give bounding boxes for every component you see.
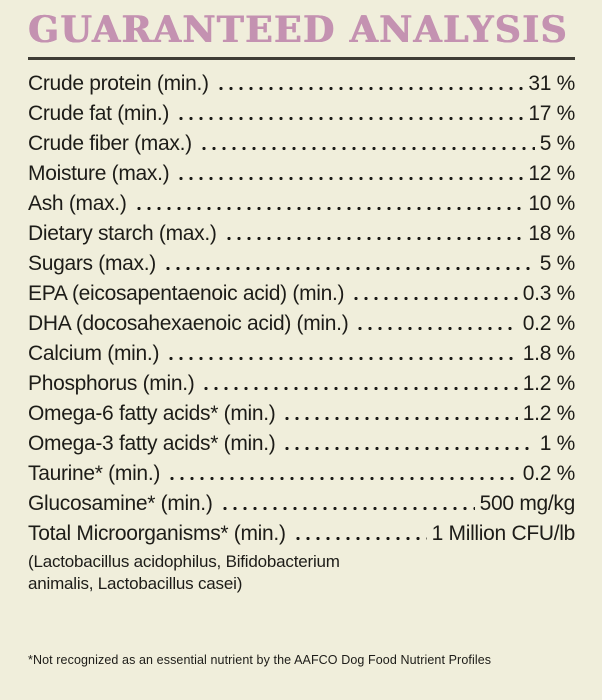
title-divider (28, 57, 575, 60)
dot-leader (176, 177, 524, 180)
section-title: GUARANTEED ANALYSIS (28, 9, 568, 51)
dot-leader (282, 417, 518, 420)
nutrient-value: 5 % (539, 132, 576, 155)
nutrient-value: 1.2 % (522, 402, 576, 425)
nutrient-label: Glucosamine* (min.) (28, 492, 213, 515)
dot-leader (201, 387, 518, 390)
table-row: Crude fat (min.) 17 % (28, 99, 575, 129)
dot-leader (176, 117, 524, 120)
table-row: Calcium (min.) 1.8 % (28, 339, 575, 369)
table-row: Total Microorganisms* (min.) 1 Million C… (28, 519, 575, 549)
nutrient-label: Crude fiber (max.) (28, 132, 192, 155)
table-row: Dietary starch (max.) 18 % (28, 219, 575, 249)
dot-leader (282, 447, 535, 450)
dot-leader (351, 297, 518, 300)
nutrient-value: 5 % (539, 252, 576, 275)
nutrient-value: 10 % (528, 192, 575, 215)
dot-leader (292, 537, 427, 540)
nutrient-label: Ash (max.) (28, 192, 127, 215)
table-row: Moisture (max.) 12 % (28, 159, 575, 189)
nutrient-label: Taurine* (min.) (28, 462, 161, 485)
nutrient-value: 1 % (539, 432, 576, 455)
microorganism-species-note: (Lactobacillus acidophilus, Bifidobacter… (28, 552, 340, 593)
table-row: Sugars (max.) 5 % (28, 249, 575, 279)
table-row: Crude fiber (max.) 5 % (28, 129, 575, 159)
table-row: Phosphorus (min.) 1.2 % (28, 369, 575, 399)
nutrient-label: Moisture (max.) (28, 162, 170, 185)
nutrient-label: Omega-6 fatty acids* (min.) (28, 402, 276, 425)
dot-leader (162, 267, 535, 270)
table-row: DHA (docosahexaenoic acid) (min.) 0.2 % (28, 309, 575, 339)
table-row: Omega-3 fatty acids* (min.) 1 % (28, 429, 575, 459)
nutrient-value: 1.2 % (522, 372, 576, 395)
table-row: Omega-6 fatty acids* (min.) 1.2 % (28, 399, 575, 429)
nutrient-label: Phosphorus (min.) (28, 372, 195, 395)
table-row: Crude protein (min.) 31 % (28, 69, 575, 99)
nutrient-label: Omega-3 fatty acids* (min.) (28, 432, 276, 455)
dot-leader (167, 477, 518, 480)
nutrient-label: Sugars (max.) (28, 252, 156, 275)
table-row: Taurine* (min.) 0.2 % (28, 459, 575, 489)
nutrient-label: Dietary starch (max.) (28, 222, 217, 245)
dot-leader (133, 207, 524, 210)
nutrient-value: 18 % (528, 222, 575, 245)
nutrient-value: 0.3 % (522, 282, 576, 305)
nutrient-value: 0.2 % (522, 312, 576, 335)
nutrient-label: Total Microorganisms* (min.) (28, 522, 286, 545)
dot-leader (219, 507, 475, 510)
dot-leader (215, 87, 524, 90)
nutrient-value: 500 mg/kg (479, 492, 576, 515)
nutrient-label: Crude protein (min.) (28, 72, 209, 95)
dot-leader (355, 327, 518, 330)
nutrient-label: EPA (eicosapentaenoic acid) (min.) (28, 282, 345, 305)
dot-leader (198, 147, 535, 150)
nutrient-label: Calcium (min.) (28, 342, 160, 365)
dot-leader (223, 237, 524, 240)
table-row: Glucosamine* (min.) 500 mg/kg (28, 489, 575, 519)
nutrient-value: 31 % (528, 72, 575, 95)
nutrient-value: 1.8 % (522, 342, 576, 365)
nutrient-value: 0.2 % (522, 462, 576, 485)
nutrient-value: 12 % (528, 162, 575, 185)
nutrient-label: Crude fat (min.) (28, 102, 170, 125)
nutrient-value: 17 % (528, 102, 575, 125)
aafco-footnote: *Not recognized as an essential nutrient… (28, 652, 492, 667)
table-row: Ash (max.) 10 % (28, 189, 575, 219)
nutrient-label: DHA (docosahexaenoic acid) (min.) (28, 312, 349, 335)
analysis-table: Crude protein (min.) 31 % Crude fat (min… (28, 69, 575, 549)
table-row: EPA (eicosapentaenoic acid) (min.) 0.3 % (28, 279, 575, 309)
dot-leader (166, 357, 518, 360)
nutrient-value: 1 Million CFU/lb (431, 522, 576, 545)
